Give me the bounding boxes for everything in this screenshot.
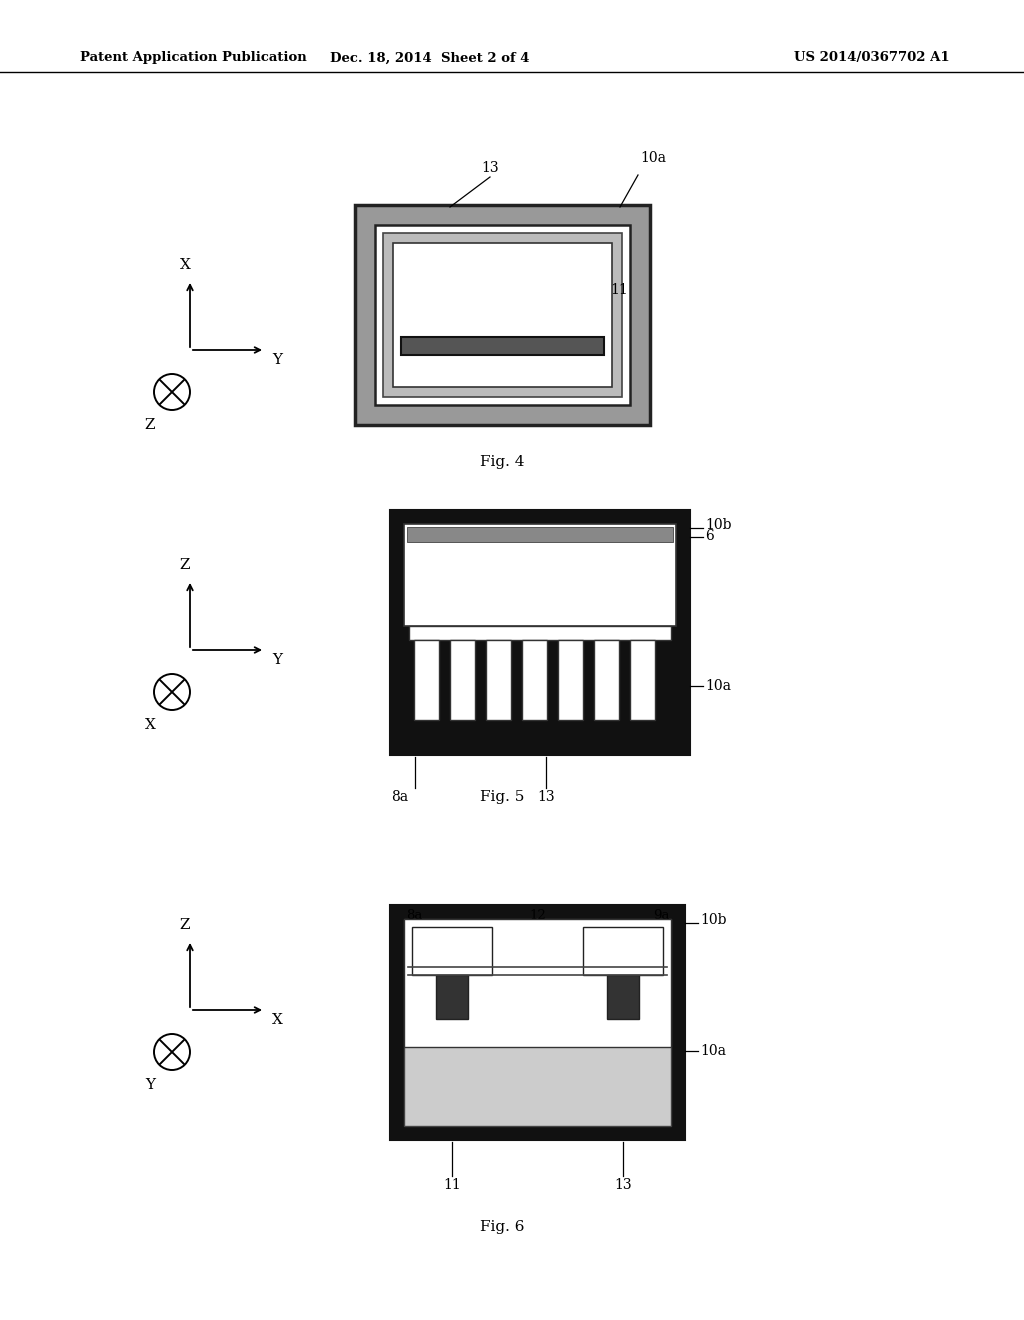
Text: Dec. 18, 2014  Sheet 2 of 4: Dec. 18, 2014 Sheet 2 of 4 bbox=[331, 51, 529, 65]
Bar bbox=[393, 243, 612, 387]
Bar bbox=[404, 524, 676, 626]
Bar bbox=[355, 205, 650, 425]
Text: Z: Z bbox=[180, 558, 190, 572]
Text: 11: 11 bbox=[610, 282, 628, 297]
Text: 10b: 10b bbox=[700, 913, 726, 927]
Text: Fig. 4: Fig. 4 bbox=[480, 455, 524, 469]
Bar bbox=[412, 927, 492, 975]
Bar bbox=[409, 626, 671, 640]
Bar bbox=[404, 919, 671, 1126]
Bar bbox=[450, 640, 475, 719]
Text: US 2014/0367702 A1: US 2014/0367702 A1 bbox=[795, 51, 950, 65]
Bar bbox=[594, 640, 618, 719]
Text: 10a: 10a bbox=[705, 680, 731, 693]
Text: Y: Y bbox=[272, 352, 282, 367]
Text: 8a: 8a bbox=[406, 909, 422, 921]
Bar bbox=[436, 975, 468, 1019]
Bar bbox=[558, 640, 583, 719]
Bar bbox=[522, 640, 547, 719]
Bar bbox=[583, 927, 663, 975]
Text: 9a: 9a bbox=[652, 909, 670, 921]
Bar bbox=[414, 640, 439, 719]
Text: X: X bbox=[144, 718, 156, 733]
Text: 10b: 10b bbox=[705, 517, 731, 532]
Bar bbox=[486, 640, 511, 719]
Text: 10a: 10a bbox=[700, 1044, 726, 1057]
Text: 12: 12 bbox=[529, 909, 546, 921]
Text: Z: Z bbox=[144, 418, 156, 432]
Bar bbox=[383, 234, 622, 397]
Text: 8a: 8a bbox=[391, 789, 409, 804]
Text: 10a: 10a bbox=[640, 150, 666, 165]
Text: 13: 13 bbox=[481, 161, 499, 176]
Text: Patent Application Publication: Patent Application Publication bbox=[80, 51, 307, 65]
Bar bbox=[375, 224, 630, 405]
Text: Z: Z bbox=[180, 917, 190, 932]
Text: 6: 6 bbox=[705, 529, 714, 544]
Text: Fig. 5: Fig. 5 bbox=[480, 789, 524, 804]
Text: Fig. 6: Fig. 6 bbox=[480, 1220, 524, 1234]
Bar bbox=[607, 975, 639, 1019]
Text: Y: Y bbox=[145, 1078, 155, 1092]
Bar bbox=[630, 640, 655, 719]
Text: X: X bbox=[272, 1012, 283, 1027]
Text: X: X bbox=[179, 257, 190, 272]
Bar bbox=[404, 919, 671, 1047]
Text: 13: 13 bbox=[538, 789, 555, 804]
Bar bbox=[390, 510, 690, 755]
Bar bbox=[407, 527, 673, 543]
Text: Y: Y bbox=[272, 653, 282, 667]
Bar bbox=[401, 337, 604, 355]
Text: 11: 11 bbox=[443, 1177, 461, 1192]
Bar bbox=[390, 906, 685, 1140]
Text: 13: 13 bbox=[614, 1177, 632, 1192]
